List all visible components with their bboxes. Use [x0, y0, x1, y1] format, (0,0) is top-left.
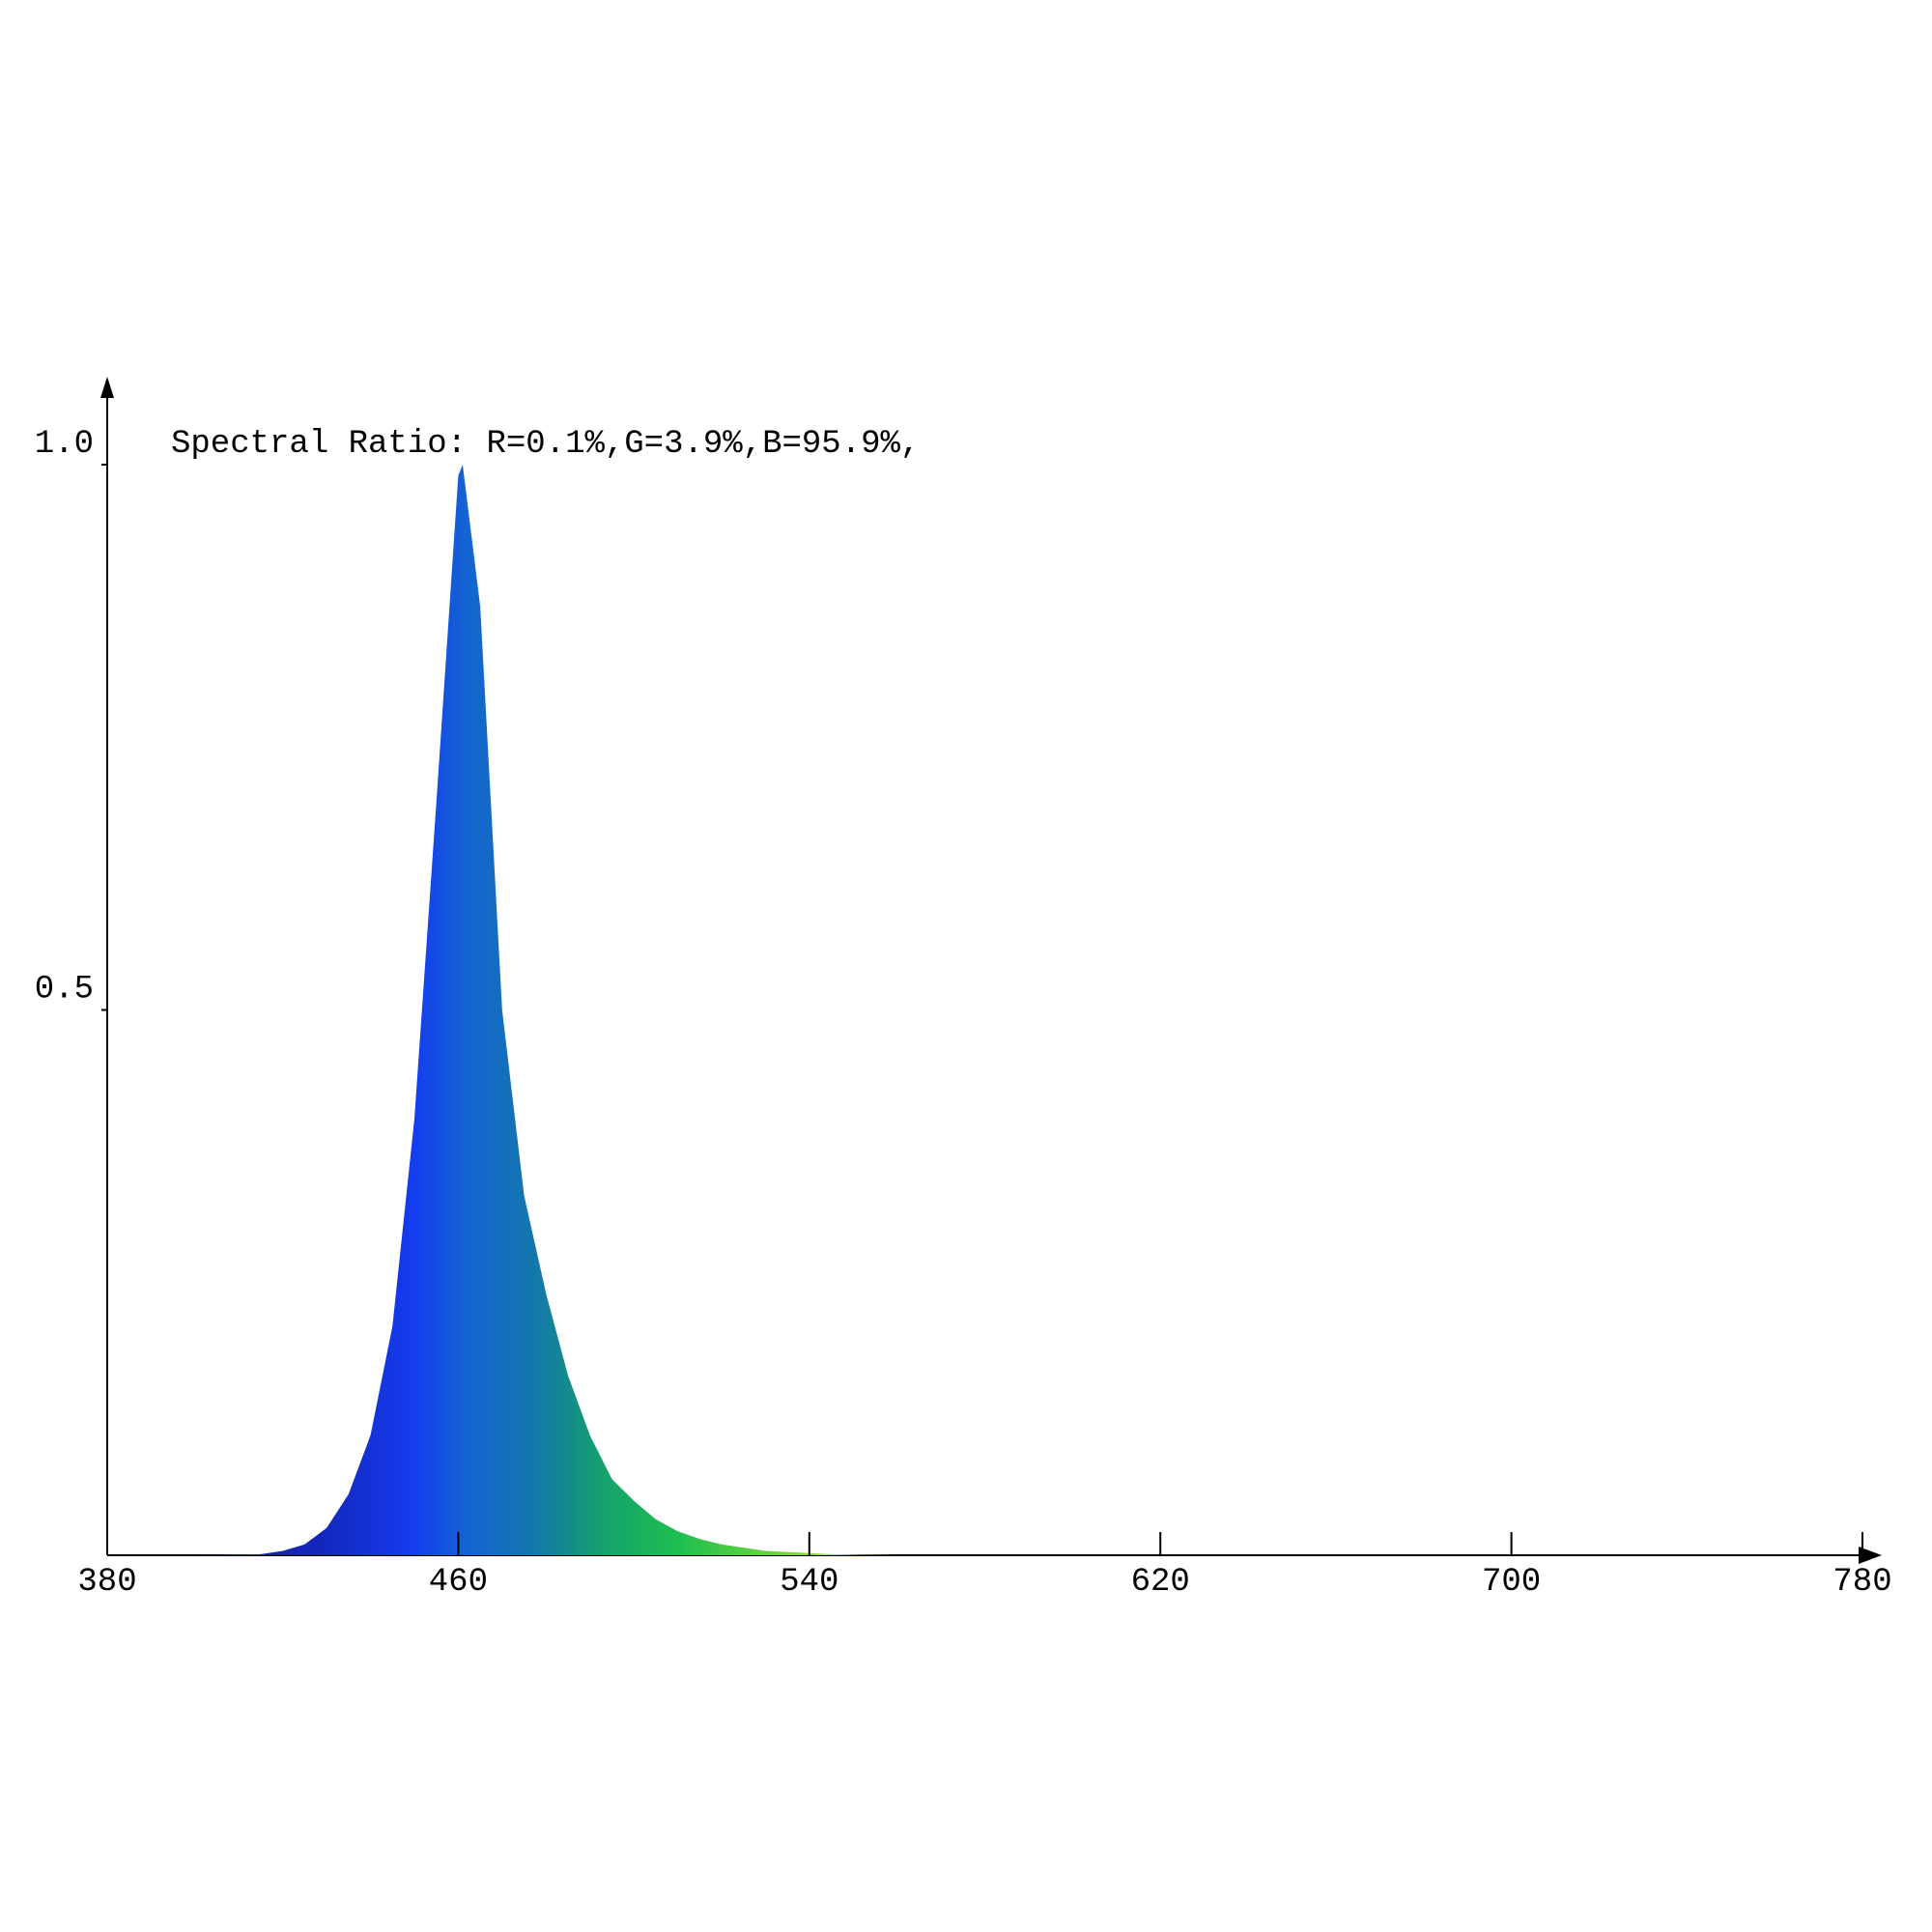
y-axis-arrow: [100, 377, 114, 398]
x-tick-label: 380: [77, 1564, 136, 1601]
spectrum-area: [107, 465, 1862, 1555]
x-tick-label: 780: [1833, 1564, 1891, 1601]
x-tick-label: 540: [780, 1564, 838, 1601]
y-tick-label: 1.0: [35, 426, 94, 463]
x-tick-label: 460: [429, 1564, 488, 1601]
annotation: Spectral Ratio: R=0.1%,G=3.9%,B=95.9%,: [171, 426, 920, 463]
y-tick-label: 0.5: [35, 971, 94, 1008]
x-axis-arrow: [1859, 1547, 1882, 1564]
x-tick-label: 700: [1482, 1564, 1541, 1601]
x-tick-label: 620: [1131, 1564, 1190, 1601]
